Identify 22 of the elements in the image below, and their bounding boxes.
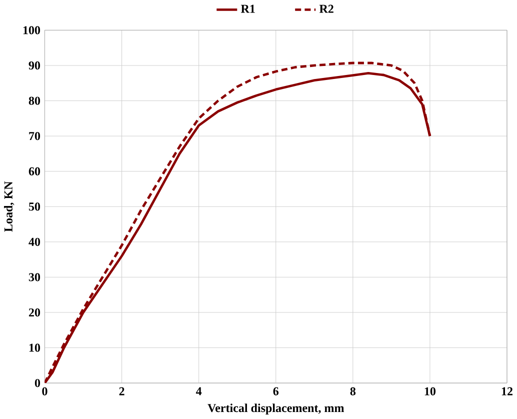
y-tick-label: 80 <box>28 96 40 106</box>
x-tick-label: 10 <box>424 388 436 396</box>
x-tick-label: 12 <box>502 388 512 396</box>
x-tick-label: 2 <box>119 388 124 396</box>
y-tick-label: 30 <box>28 273 40 282</box>
legend-label: R1 <box>240 5 255 13</box>
y-tick-label: 60 <box>28 168 40 176</box>
x-tick-label: 8 <box>350 388 356 396</box>
y-tick-label: 70 <box>29 132 40 140</box>
x-tick-label: 6 <box>273 388 279 396</box>
y-tick-label: 10 <box>29 344 40 352</box>
x-tick-label: 4 <box>196 387 202 396</box>
x-axis-title: Vertical displacement, mm <box>208 404 344 415</box>
y-tick-label: 50 <box>28 202 40 211</box>
x-tick-label: 0 <box>42 388 48 396</box>
legend-label: R2 <box>319 5 334 13</box>
y-tick-label: 20 <box>28 308 40 317</box>
y-tick-label: 40 <box>28 238 40 246</box>
y-tick-label: 0 <box>34 379 40 388</box>
y-axis-title: Load, KN <box>4 182 14 232</box>
y-tick-label: 90 <box>28 62 40 70</box>
y-tick-label: 100 <box>23 26 40 34</box>
